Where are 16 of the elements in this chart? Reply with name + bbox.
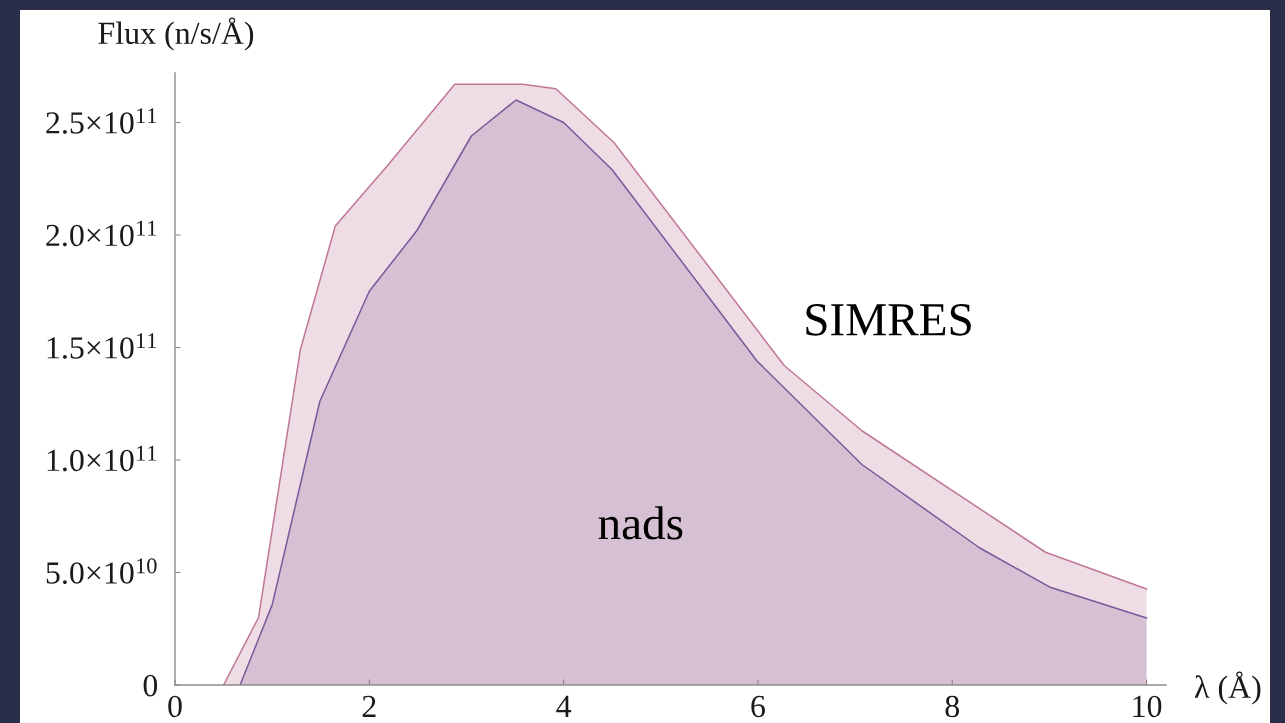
x-tick-label: 0 [168,695,182,718]
y-tick-label: 5.0×10$^{10}$ [46,558,157,584]
y-tick-label: 0 [143,674,158,697]
y-tick-label: 1.5×10$^{11}$ [47,333,157,359]
y-axis-title: Flux (n/s/Å) [98,17,254,51]
x-tick-label: 10 [1133,695,1162,718]
y-tick-label: 2.5×10$^{11}$ [46,108,157,134]
y-tick-label: 2.0×10$^{11}$ [46,220,157,247]
x-tick-label: 6 [751,695,765,718]
x-axis-title: λ (Å) [1194,671,1261,705]
series-label: SIMRES [806,304,971,336]
x-tick-label: 8 [945,695,960,718]
x-tick-label: 4 [556,695,572,717]
series-label: nads [598,506,683,540]
y-tick-label: 1.0×10$^{11}$ [47,445,157,472]
x-tick-label: 2 [362,695,376,717]
